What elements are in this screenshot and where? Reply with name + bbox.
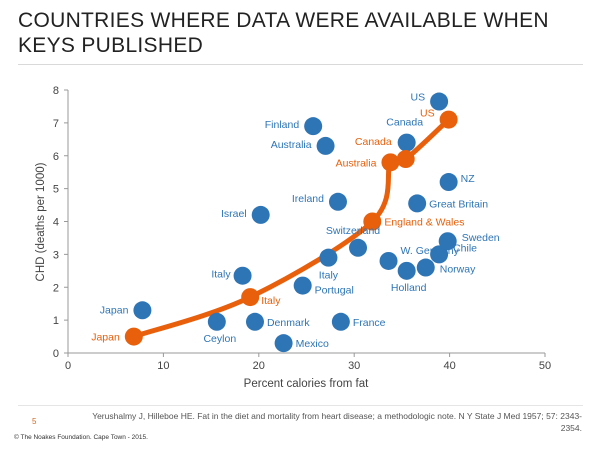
x-axis-title: Percent calories from fat xyxy=(244,378,369,390)
data-label-blue: Portugal xyxy=(315,285,354,297)
data-label-blue: France xyxy=(353,317,386,329)
data-label-blue: Great Britain xyxy=(429,198,488,210)
data-point-blue xyxy=(251,205,270,224)
y-tick-label: 7 xyxy=(53,118,59,130)
x-tick-label: 20 xyxy=(253,360,265,372)
data-label-blue: Canada xyxy=(386,117,423,129)
data-point-blue xyxy=(379,251,398,270)
x-tick-label: 0 xyxy=(65,360,71,372)
data-label-blue: Mexico xyxy=(296,338,329,350)
copyright: © The Noakes Foundation. Cape Town - 201… xyxy=(14,434,148,441)
data-point-orange xyxy=(396,150,415,169)
data-label-blue: Italy xyxy=(319,270,339,282)
data-point-blue xyxy=(397,261,416,280)
data-point-blue xyxy=(316,136,335,155)
scatter-chart: 0 10 20 30 40 50 0 1 2 3 4 5 6 7 8 Japan Ceylon Denmark M… xyxy=(35,85,551,390)
data-label-blue: Ceylon xyxy=(203,333,236,345)
data-label-orange: Japan xyxy=(91,332,120,344)
data-label-blue: NZ xyxy=(461,173,476,185)
data-point-blue xyxy=(328,192,347,211)
data-point-orange xyxy=(363,212,382,231)
data-label-orange: Canada xyxy=(355,136,392,148)
y-tick-label: 0 xyxy=(53,348,59,360)
data-point-orange xyxy=(381,153,400,172)
y-tick-label: 5 xyxy=(53,184,59,196)
data-label-blue: Italy xyxy=(211,269,231,281)
data-label-blue: US xyxy=(411,92,426,104)
slide-number: 5 xyxy=(32,417,37,426)
data-point-blue xyxy=(331,312,350,331)
data-point-blue xyxy=(133,301,152,320)
y-tick-label: 1 xyxy=(53,315,59,327)
y-tick-label: 2 xyxy=(53,282,59,294)
x-tick-label: 50 xyxy=(539,360,551,372)
data-point-blue xyxy=(274,334,293,353)
data-point-orange xyxy=(241,288,260,307)
data-point-blue xyxy=(349,238,368,257)
data-label-blue: W. Germany xyxy=(401,245,460,257)
data-point-blue xyxy=(233,266,252,285)
data-label-blue: Australia xyxy=(271,139,312,151)
data-label-orange: England & Wales xyxy=(384,217,464,229)
footer-divider xyxy=(18,405,583,406)
data-point-blue xyxy=(319,248,338,267)
data-label-orange: Australia xyxy=(336,157,377,169)
data-point-blue xyxy=(293,276,312,295)
y-tick-label: 8 xyxy=(53,85,59,97)
data-point-blue xyxy=(430,92,449,111)
data-label-blue: Denmark xyxy=(267,317,310,329)
x-tick-label: 10 xyxy=(157,360,169,372)
data-point-blue xyxy=(430,245,449,264)
data-label-blue: Japan xyxy=(100,304,129,316)
citation: Yerushalmy J, Hilleboe HE. Fat in the di… xyxy=(92,411,582,433)
data-point-orange xyxy=(439,110,458,129)
data-points-layer xyxy=(124,92,458,353)
data-point-blue xyxy=(245,312,264,331)
data-point-blue xyxy=(207,312,226,331)
data-label-blue: Switzerland xyxy=(326,225,380,237)
data-point-blue xyxy=(416,258,435,277)
slide-title: COUNTRIES WHERE DATA WERE AVAILABLE WHEN… xyxy=(18,9,549,57)
data-label-blue: Ireland xyxy=(292,193,324,205)
title-divider xyxy=(18,64,583,65)
data-point-blue xyxy=(408,194,427,213)
data-label-blue: Sweden xyxy=(462,232,500,244)
data-label-blue: Norway xyxy=(440,264,476,276)
data-label-blue: Israel xyxy=(221,208,247,220)
data-label-blue: Chile xyxy=(453,242,477,254)
x-tick-label: 40 xyxy=(443,360,455,372)
data-label-blue: Holland xyxy=(391,282,427,294)
data-point-blue xyxy=(438,232,457,251)
y-tick-label: 6 xyxy=(53,151,59,163)
y-tick-label: 3 xyxy=(53,249,59,261)
data-point-blue xyxy=(397,133,416,152)
y-axis-title: CHD (deaths per 1000) xyxy=(35,162,47,281)
data-label-orange: US xyxy=(420,108,435,120)
chart-axes: 0 10 20 30 40 50 0 1 2 3 4 5 6 7 8 xyxy=(53,85,551,372)
data-point-blue xyxy=(439,173,458,192)
data-point-blue xyxy=(304,117,323,136)
point-labels-layer: Japan Ceylon Denmark Mexico France Italy Portu… xyxy=(91,92,500,351)
data-point-orange xyxy=(124,327,143,346)
data-label-blue: Finland xyxy=(265,119,300,131)
data-label-orange: Italy xyxy=(261,295,281,307)
y-tick-label: 4 xyxy=(53,217,59,229)
x-tick-label: 30 xyxy=(348,360,360,372)
